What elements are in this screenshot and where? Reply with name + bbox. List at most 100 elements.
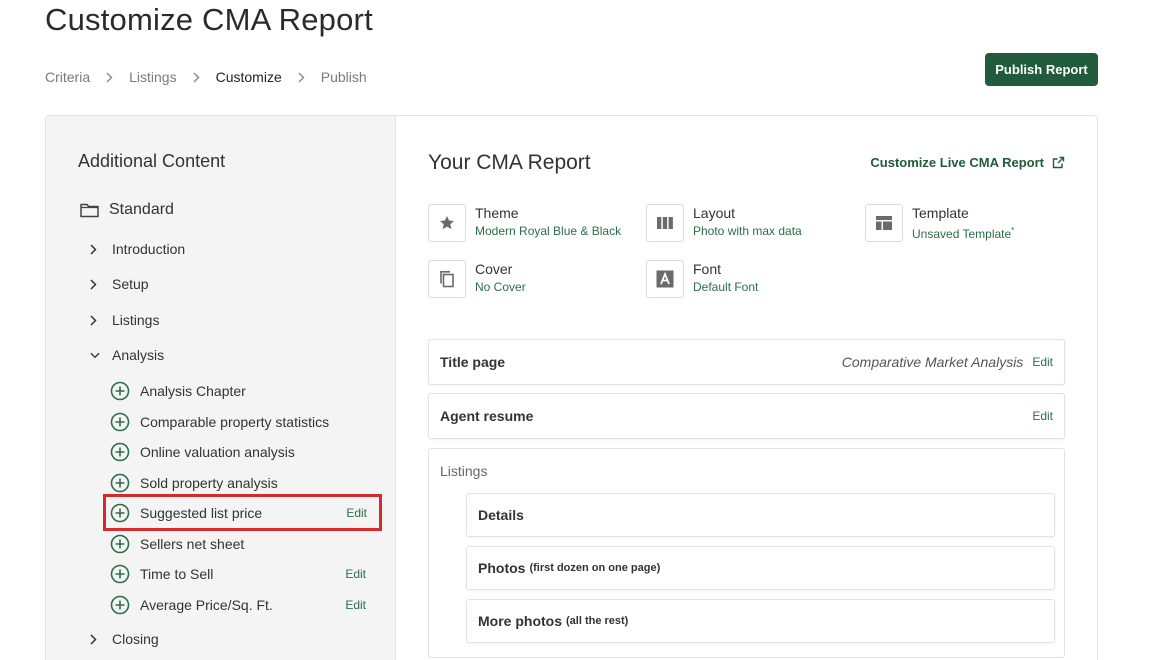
subsection-name: Details <box>478 507 524 523</box>
report-title: Your CMA Report <box>428 151 591 174</box>
star-icon <box>428 204 466 242</box>
subsection-note: (first dozen on one page) <box>529 562 661 574</box>
option-value: Photo with max data <box>693 224 802 238</box>
option-label: Theme <box>475 205 519 221</box>
chevron-right-icon <box>193 72 200 83</box>
section-label: Listings <box>112 312 160 328</box>
edit-link[interactable]: Edit <box>1032 409 1053 423</box>
page-title: Customize CMA Report <box>45 2 373 37</box>
option-label: Font <box>693 261 722 277</box>
breadcrumb-customize[interactable]: Customize <box>215 69 282 85</box>
analysis-item-sellers-net-sheet[interactable]: Sellers net sheet <box>110 532 380 556</box>
item-label: Suggested list price <box>140 504 263 521</box>
section-title-page[interactable]: Title page Comparative Market Analysis E… <box>428 339 1065 385</box>
breadcrumb: Criteria Listings Customize Publish <box>45 69 367 85</box>
breadcrumb-listings[interactable]: Listings <box>129 69 177 85</box>
item-label: Sellers net sheet <box>140 536 245 552</box>
plus-circle-icon[interactable] <box>110 381 130 401</box>
item-label: Time to Sell <box>140 566 214 582</box>
font-icon <box>646 260 684 298</box>
standard-group[interactable]: Standard <box>80 201 174 219</box>
analysis-item-suggested-list-price[interactable]: Suggested list price Edit <box>103 494 382 531</box>
section-label: Analysis <box>112 347 165 363</box>
section-agent-resume[interactable]: Agent resume Edit <box>428 393 1065 439</box>
section-listings[interactable]: Listings <box>90 312 159 328</box>
chevron-right-icon <box>90 278 100 290</box>
external-link-icon <box>1052 156 1065 169</box>
section-setup[interactable]: Setup <box>90 276 149 292</box>
section-analysis[interactable]: Analysis <box>90 347 164 363</box>
section-introduction[interactable]: Introduction <box>90 241 185 257</box>
chevron-right-icon <box>90 633 100 645</box>
option-label: Cover <box>475 261 513 277</box>
option-value: Unsaved Template* <box>912 226 1015 241</box>
section-closing[interactable]: Closing <box>90 631 159 647</box>
edit-link[interactable]: Edit <box>345 598 366 612</box>
columns-icon <box>646 204 684 242</box>
plus-circle-icon[interactable] <box>110 564 130 584</box>
option-value: Modern Royal Blue & Black <box>475 224 622 238</box>
breadcrumb-publish[interactable]: Publish <box>320 69 367 85</box>
subsection-details[interactable]: Details <box>466 493 1055 537</box>
plus-circle-icon[interactable] <box>110 595 130 615</box>
option-value: Default Font <box>693 280 759 294</box>
customize-live-cma-link[interactable]: Customize Live CMA Report <box>870 155 1065 170</box>
item-label: Online valuation analysis <box>140 444 295 460</box>
option-value: No Cover <box>475 280 526 294</box>
analysis-item-average-price-sq-ft[interactable]: Average Price/Sq. Ft. Edit <box>110 593 380 617</box>
listings-group-label: Listings <box>440 463 488 479</box>
item-label: Average Price/Sq. Ft. <box>140 597 273 613</box>
chevron-right-icon <box>90 243 100 255</box>
plus-circle-icon[interactable] <box>110 473 130 493</box>
font-option[interactable]: Font Default Font <box>646 260 758 298</box>
additional-content-sidebar: Additional Content Standard Introduction… <box>46 116 396 660</box>
item-label: Comparable property statistics <box>140 414 330 430</box>
edit-link[interactable]: Edit <box>345 567 366 581</box>
chevron-right-icon <box>298 72 305 83</box>
chevron-right-icon <box>90 314 100 326</box>
standard-group-label: Standard <box>109 201 174 218</box>
subsection-name: More photos <box>478 613 562 629</box>
section-name: Agent resume <box>440 408 534 424</box>
section-label: Setup <box>112 276 149 292</box>
report-main-panel: Your CMA Report Customize Live CMA Repor… <box>396 116 1097 660</box>
analysis-item-online-valuation-analysis[interactable]: Online valuation analysis <box>110 440 380 464</box>
option-label: Template <box>912 205 969 221</box>
cover-option[interactable]: Cover No Cover <box>428 260 526 298</box>
live-link-label: Customize Live CMA Report <box>870 155 1044 170</box>
subsection-more-photos[interactable]: More photos (all the rest) <box>466 599 1055 643</box>
analysis-item-sold-property-analysis[interactable]: Sold property analysis <box>110 471 380 495</box>
plus-circle-icon[interactable] <box>110 534 130 554</box>
template-option[interactable]: Template Unsaved Template* <box>865 204 1014 243</box>
layout-option[interactable]: Layout Photo with max data <box>646 204 802 242</box>
analysis-item-analysis-chapter[interactable]: Analysis Chapter <box>110 379 380 403</box>
section-name: Title page <box>440 354 506 370</box>
option-label: Layout <box>693 205 736 221</box>
copy-icon <box>428 260 466 298</box>
report-editor-card: Additional Content Standard Introduction… <box>45 115 1098 660</box>
analysis-item-comparable-property-statistics[interactable]: Comparable property statistics <box>110 410 380 434</box>
publish-report-button[interactable]: Publish Report <box>985 53 1098 86</box>
section-listings-group: Listings Details Photos (first dozen on … <box>428 448 1065 658</box>
subsection-name: Photos <box>478 560 526 576</box>
item-label: Sold property analysis <box>140 475 278 491</box>
chevron-down-icon <box>90 352 100 359</box>
template-icon <box>865 204 903 242</box>
chevron-right-icon <box>106 72 113 83</box>
breadcrumb-criteria[interactable]: Criteria <box>45 69 91 85</box>
analysis-item-time-to-sell[interactable]: Time to Sell Edit <box>110 562 380 586</box>
section-subtitle: Comparative Market Analysis <box>841 354 1024 370</box>
sidebar-title: Additional Content <box>78 151 226 171</box>
folder-icon <box>80 203 99 218</box>
subsection-note: (all the rest) <box>566 615 629 627</box>
edit-link[interactable]: Edit <box>346 505 367 520</box>
section-label: Closing <box>112 631 159 647</box>
item-label: Analysis Chapter <box>140 383 246 399</box>
plus-circle-icon[interactable] <box>110 442 130 462</box>
theme-option[interactable]: Theme Modern Royal Blue & Black <box>428 204 621 242</box>
plus-circle-icon[interactable] <box>110 412 130 432</box>
edit-link[interactable]: Edit <box>1032 355 1053 369</box>
subsection-photos[interactable]: Photos (first dozen on one page) <box>466 546 1055 590</box>
section-label: Introduction <box>112 241 186 257</box>
plus-circle-icon[interactable] <box>110 503 130 523</box>
